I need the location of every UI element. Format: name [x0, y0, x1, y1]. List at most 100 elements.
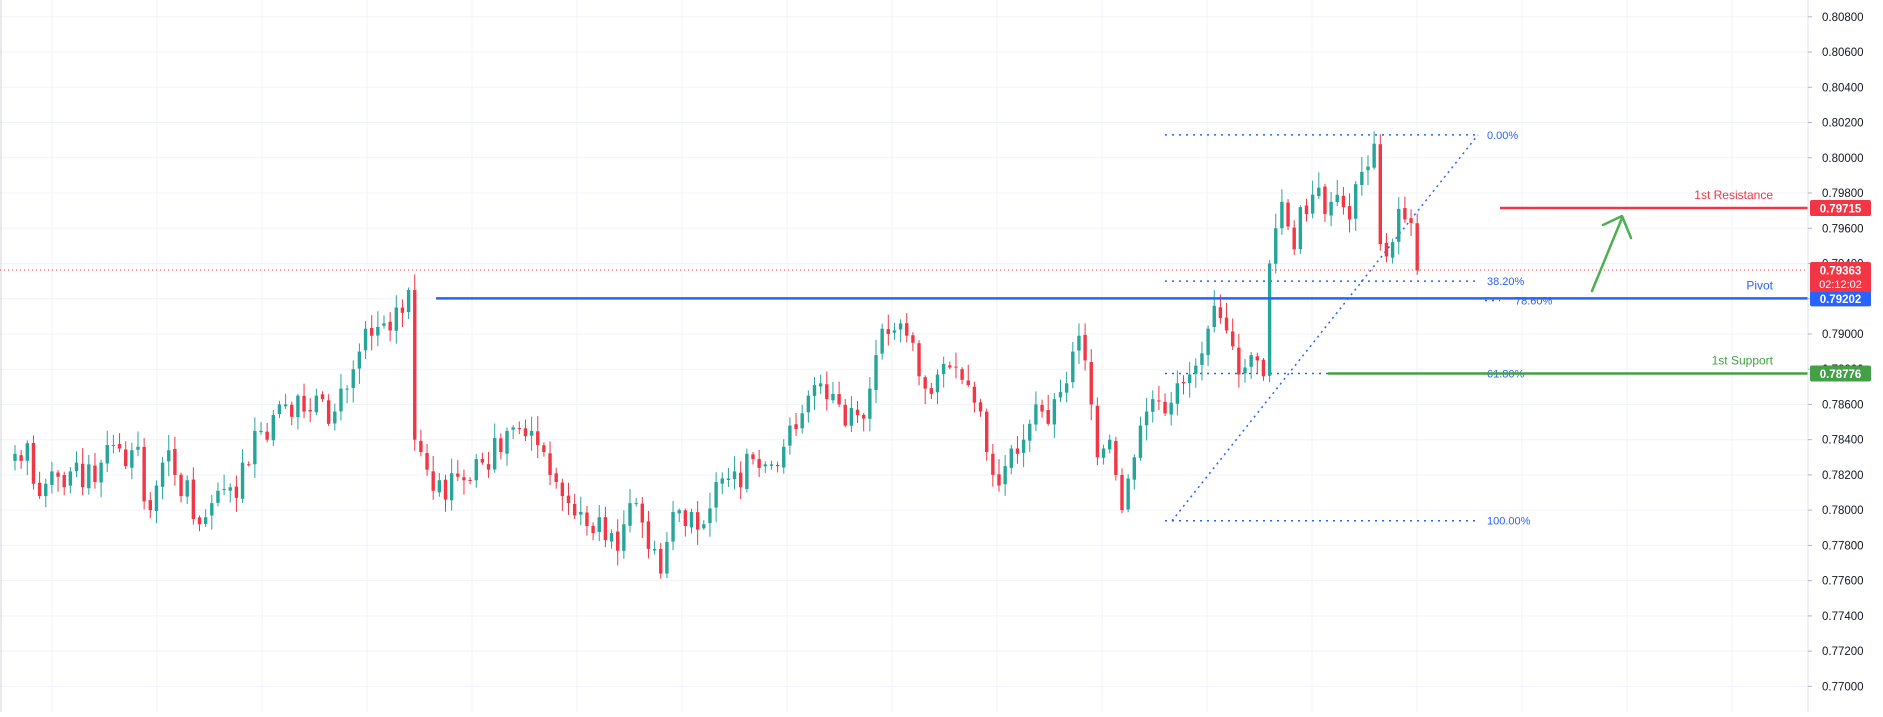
candle — [954, 352, 958, 379]
candle-body — [247, 464, 251, 466]
candle — [886, 314, 890, 346]
candle — [646, 510, 651, 559]
horizontal-levels[interactable]: 1st Resistance Pivot 1st Support — [436, 188, 1808, 375]
candle — [572, 493, 577, 520]
candle-body — [1378, 144, 1382, 245]
candle-body — [505, 430, 509, 454]
candle-body — [591, 525, 595, 534]
candle-body — [960, 369, 964, 380]
support-price-tag — [1810, 365, 1871, 382]
resistance-price-text: 0.79715 — [1820, 203, 1862, 215]
candle-body — [560, 482, 565, 497]
candle — [247, 461, 251, 467]
candle — [659, 542, 663, 579]
candle — [1101, 444, 1106, 465]
candle — [431, 456, 435, 500]
candle — [148, 492, 152, 519]
candle-body — [308, 409, 312, 412]
candle-body — [124, 449, 128, 467]
candle-body — [892, 330, 897, 333]
candle-body — [173, 448, 177, 475]
candle — [228, 483, 232, 503]
candle-body — [68, 471, 73, 486]
candle — [671, 500, 675, 551]
candle-body — [44, 483, 48, 497]
candle — [1384, 233, 1389, 263]
projection-arrow-shaft — [1590, 216, 1624, 293]
candle-body — [179, 474, 183, 497]
price-tick-label: 0.77000 — [1822, 681, 1864, 693]
candle — [105, 430, 109, 472]
candle-body — [320, 394, 325, 400]
candle-body — [542, 445, 546, 453]
candle-body — [1310, 194, 1315, 214]
candle — [708, 492, 712, 537]
candle — [1194, 358, 1198, 388]
candle — [1255, 352, 1259, 374]
candle — [677, 508, 681, 523]
candle-body — [74, 462, 79, 472]
candle — [683, 508, 688, 537]
price-axis[interactable]: 0.80800 0.80600 0.80400 0.80200 0.80000 0.798… — [1807, 0, 1883, 712]
candle — [474, 453, 478, 488]
candle — [634, 497, 638, 507]
candle — [1237, 333, 1241, 388]
fibonacci-retracement[interactable]: 0.00%38.20%61.80%78.60%100.00% — [1165, 130, 1553, 528]
candle-body — [437, 480, 442, 493]
candle — [290, 401, 294, 426]
candle — [117, 433, 122, 453]
candle-body — [566, 495, 571, 504]
price-tick-label: 0.77200 — [1822, 646, 1864, 658]
candle-body — [99, 462, 103, 483]
candle — [1261, 358, 1266, 381]
candle-body — [1040, 404, 1044, 412]
candle — [499, 433, 503, 460]
candle — [111, 434, 116, 454]
candle — [732, 456, 737, 490]
candle — [1015, 436, 1020, 464]
candle-body — [142, 446, 146, 502]
candle — [714, 472, 718, 523]
candle-body — [941, 363, 946, 375]
candle — [849, 395, 854, 433]
candle-body — [191, 479, 196, 519]
candle — [536, 416, 540, 459]
candle-body — [1200, 353, 1204, 365]
candle — [745, 448, 749, 493]
candle — [320, 391, 325, 402]
candle — [173, 436, 177, 486]
candle-body — [130, 450, 134, 468]
candle-body — [991, 453, 995, 475]
candle-body — [265, 431, 269, 440]
candle — [142, 438, 146, 510]
candle — [1034, 391, 1038, 432]
candle — [1021, 424, 1026, 468]
candle-body — [862, 414, 866, 419]
candle — [50, 461, 54, 494]
candle — [775, 461, 780, 473]
candle-body — [886, 329, 890, 334]
candle — [62, 471, 66, 496]
candle — [1231, 318, 1235, 350]
candle-body — [480, 459, 485, 463]
candle — [1409, 209, 1413, 236]
candle — [1206, 325, 1210, 366]
projection-arrow[interactable] — [1590, 214, 1633, 293]
price-tick-label: 0.79000 — [1822, 329, 1864, 341]
candle-body — [966, 380, 970, 386]
candle-body — [449, 473, 454, 501]
candle — [689, 508, 694, 534]
candle — [1157, 385, 1161, 411]
candle-body — [1169, 402, 1173, 415]
candle — [56, 470, 60, 492]
candle — [1372, 131, 1376, 170]
candle — [363, 321, 368, 360]
price-axis-bg — [1808, 0, 1883, 712]
candle-body — [868, 388, 872, 419]
candle-body — [474, 459, 478, 481]
candle-body — [732, 471, 737, 480]
candle — [400, 299, 405, 328]
